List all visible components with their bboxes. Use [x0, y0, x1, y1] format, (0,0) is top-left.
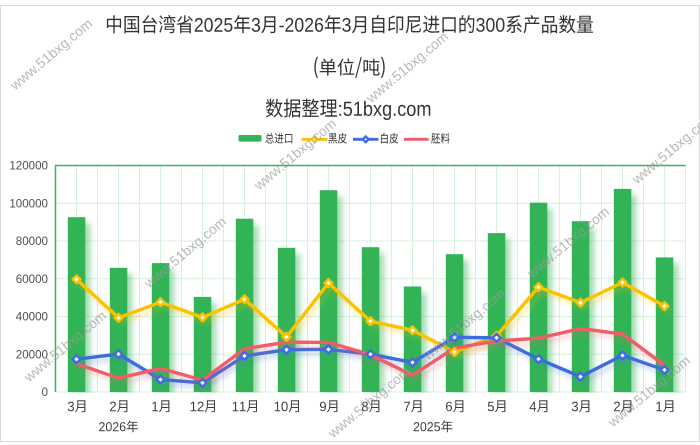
svg-text:120000: 120000: [9, 160, 48, 173]
svg-text:40000: 40000: [16, 311, 48, 324]
svg-text:20000: 20000: [16, 348, 48, 361]
svg-text:60000: 60000: [16, 273, 48, 286]
svg-text:0: 0: [42, 386, 48, 399]
svg-text:80000: 80000: [16, 235, 48, 248]
svg-text:100000: 100000: [9, 197, 48, 210]
